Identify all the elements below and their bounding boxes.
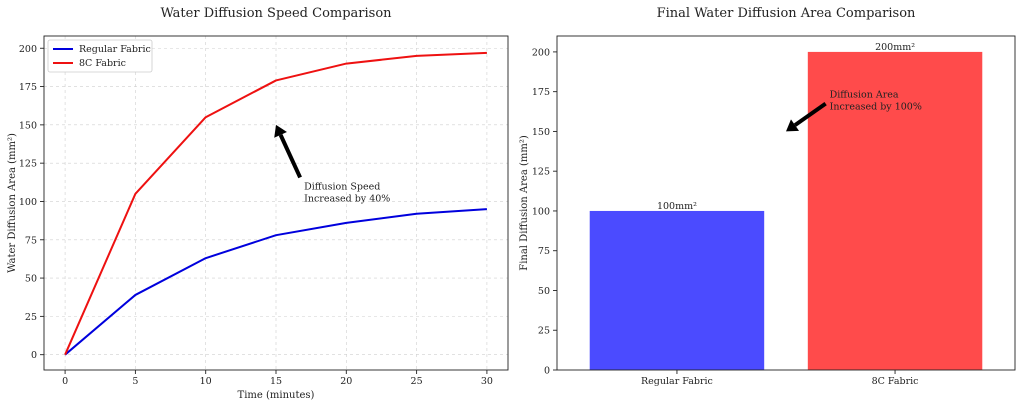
bar-value-label-regular: 100mm² (657, 201, 697, 212)
bar-chart-frame (556, 35, 1016, 371)
y-tick-label: 75 (25, 235, 37, 246)
y-tick-label: 150 (532, 127, 550, 138)
bar-regular-fabric (589, 210, 765, 370)
y-tick-label: 175 (532, 87, 550, 98)
line-chart-title: Water Diffusion Speed Comparison (160, 6, 392, 21)
y-tick-label: 100 (19, 197, 37, 208)
x-tick-label: 15 (270, 376, 282, 387)
y-tick-label: 50 (538, 286, 550, 297)
x-tick-label: 25 (411, 376, 423, 387)
bar-chart-y-label: Final Diffusion Area (mm²) (519, 135, 530, 271)
bar-chart-title: Final Water Diffusion Area Comparison (657, 6, 916, 21)
line-chart: Water Diffusion Speed Comparison 0 5 10 15 2… (7, 6, 509, 401)
area-annotation-text: Increased by 100% (830, 102, 922, 113)
y-tick-label: 175 (19, 82, 37, 93)
x-tick-label: 20 (340, 376, 352, 387)
legend-label-8c: 8C Fabric (79, 58, 126, 69)
line-chart-legend: Regular Fabric 8C Fabric (47, 39, 153, 73)
area-annotation-arrow-shaft (793, 101, 827, 127)
y-tick-label: 150 (19, 120, 37, 131)
y-tick-label: 50 (25, 274, 37, 285)
speed-annotation-arrow-shaft (278, 134, 302, 179)
bar-chart-bars: 100mm² 200mm² (589, 42, 983, 371)
bar-8c-fabric (807, 51, 983, 371)
line-chart-x-label: Time (minutes) (238, 390, 315, 401)
y-tick-label: 100 (532, 206, 550, 217)
series-line-8c-fabric (64, 51, 487, 356)
line-chart-grid (44, 36, 508, 370)
x-tick-label: 8C Fabric (872, 376, 919, 387)
y-tick-label: 25 (25, 312, 37, 323)
speed-annotation-arrow-head (274, 124, 287, 138)
y-tick-label: 125 (532, 167, 550, 178)
speed-annotation-text: Increased by 40% (304, 193, 390, 204)
line-chart-y-ticks: 0 25 50 75 100 125 150 175 200 (19, 44, 44, 361)
bar-chart-y-ticks: 0 25 50 75 100 125 150 175 200 (532, 47, 557, 377)
x-tick-label: 10 (200, 376, 212, 387)
line-chart-y-label: Water Diffusion Area (mm²) (7, 133, 18, 273)
x-tick-label: 5 (132, 376, 138, 387)
area-annotation-text: Diffusion Area (830, 90, 899, 101)
y-tick-label: 200 (532, 47, 550, 58)
x-tick-label: 0 (62, 376, 68, 387)
y-tick-label: 125 (19, 159, 37, 170)
y-tick-label: 75 (538, 246, 550, 257)
y-tick-label: 25 (538, 326, 550, 337)
bar-chart-x-ticks: Regular Fabric 8C Fabric (641, 370, 919, 387)
series-line-regular-fabric (64, 208, 487, 356)
bar-chart: Final Water Diffusion Area Comparison 10… (519, 6, 1016, 387)
legend-label-regular: Regular Fabric (79, 44, 151, 55)
y-tick-label: 0 (544, 366, 550, 377)
line-chart-series (64, 51, 487, 356)
legend-box (47, 39, 153, 73)
area-annotation-arrow-head (786, 119, 800, 132)
speed-annotation-text: Diffusion Speed (304, 181, 380, 192)
line-chart-x-ticks: 0 5 10 15 20 25 30 (62, 370, 493, 387)
x-tick-label: 30 (481, 376, 493, 387)
y-tick-label: 0 (31, 350, 37, 361)
bar-value-label-8c: 200mm² (875, 42, 915, 53)
x-tick-label: Regular Fabric (641, 376, 713, 387)
y-tick-label: 200 (19, 44, 37, 55)
